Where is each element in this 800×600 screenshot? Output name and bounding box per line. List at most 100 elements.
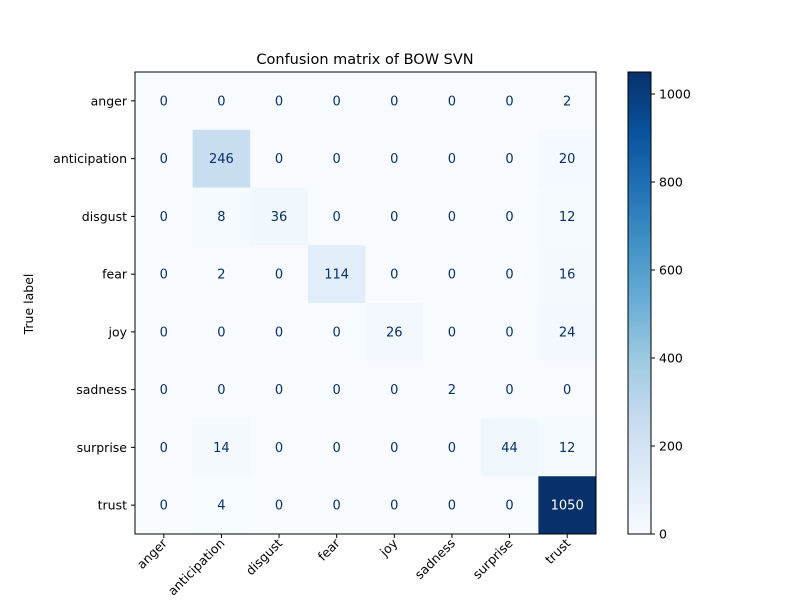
heatmap-cell: [365, 72, 424, 131]
cell-value-label: 12: [559, 210, 576, 225]
cell-value-label: 16: [559, 268, 576, 283]
colorbar: [627, 71, 652, 535]
cell-value-label: 0: [390, 152, 398, 167]
heatmap-cell: [538, 360, 597, 419]
cell-value-label: 0: [505, 499, 513, 514]
heatmap-cell: [307, 418, 366, 477]
cell-value-label: 0: [217, 325, 225, 340]
heatmap-cell: [423, 303, 482, 362]
heatmap-cell: [250, 129, 309, 188]
cell-value-label: 0: [505, 152, 513, 167]
heatmap-cell: [135, 360, 194, 419]
heatmap-cell: [423, 476, 482, 535]
heatmap-cell: [307, 129, 366, 188]
heatmap-cell: [250, 476, 309, 535]
cell-value-label: 0: [505, 94, 513, 109]
heatmap-cell: [480, 245, 539, 304]
heatmap-cell: [480, 476, 539, 535]
cell-value-labels: 0 0 0 0 0 0 0 20 246 0 0 0 0 0 200 8 36 0 0 0 0 120 2 0 114 0 0 0 16…: [160, 94, 584, 513]
cell-value-label: 0: [275, 94, 283, 109]
y-tick-label: anger: [91, 93, 128, 108]
heatmap-cell: [365, 245, 424, 304]
cell-value-label: 0: [333, 94, 341, 109]
heatmap-cell: [423, 187, 482, 246]
heatmap-cell: [538, 476, 597, 535]
heatmap-cells: [135, 72, 597, 535]
cell-value-label: 0: [275, 499, 283, 514]
cell-value-label: 26: [386, 325, 403, 340]
heatmap-cell: [480, 418, 539, 477]
cell-value-label: 0: [505, 268, 513, 283]
colorbar-tick-label: 800: [659, 175, 683, 190]
cell-value-label: 0: [448, 268, 456, 283]
heatmap-cell: [423, 360, 482, 419]
heatmap-cell: [250, 303, 309, 362]
cell-value-label: 114: [324, 268, 349, 283]
heatmap-cell: [307, 187, 366, 246]
y-axis-label: True label: [21, 274, 36, 336]
cell-value-label: 2: [217, 268, 225, 283]
cell-value-label: 0: [448, 325, 456, 340]
colorbar-tick-label: 0: [659, 527, 667, 542]
cell-value-label: 0: [160, 441, 168, 456]
y-tick-label: anticipation: [53, 151, 127, 166]
cell-value-label: 8: [217, 210, 225, 225]
heatmap-cell: [480, 187, 539, 246]
x-tick-label: joy: [376, 535, 401, 560]
cell-value-label: 0: [333, 152, 341, 167]
heatmap-cell: [135, 72, 194, 131]
cell-value-label: 0: [390, 94, 398, 109]
heatmap-cell: [538, 303, 597, 362]
cell-value-label: 0: [333, 383, 341, 398]
heatmap-cell: [307, 303, 366, 362]
heatmap-cell: [538, 187, 597, 246]
cell-value-label: 12: [559, 441, 576, 456]
cell-value-label: 0: [505, 325, 513, 340]
y-tick-label: sadness: [76, 382, 127, 397]
heatmap-cell: [307, 476, 366, 535]
cell-value-label: 0: [160, 499, 168, 514]
colorbar-tick-label: 400: [659, 351, 683, 366]
heatmap-cell: [307, 360, 366, 419]
heatmap-cell: [365, 187, 424, 246]
cell-value-label: 4: [217, 499, 225, 514]
cell-value-label: 0: [390, 499, 398, 514]
cell-value-label: 1050: [551, 499, 584, 514]
cell-value-label: 24: [559, 325, 576, 340]
cell-value-label: 2: [448, 383, 456, 398]
heatmap-cell: [192, 72, 251, 131]
heatmap-cell: [480, 360, 539, 419]
heatmap-cell: [250, 360, 309, 419]
heatmap-cell: [365, 360, 424, 419]
heatmap-cell: [480, 72, 539, 131]
x-tick-label: fear: [315, 535, 344, 564]
cell-value-label: 0: [217, 383, 225, 398]
cell-value-label: 0: [275, 325, 283, 340]
heatmap-cell: [307, 245, 366, 304]
cell-value-label: 246: [209, 152, 234, 167]
heatmap-cell: [192, 245, 251, 304]
colorbar-tick-label: 600: [659, 263, 683, 278]
cell-value-label: 0: [275, 152, 283, 167]
heatmap-cell: [480, 129, 539, 188]
cell-value-label: 0: [160, 152, 168, 167]
cell-value-label: 0: [390, 268, 398, 283]
cell-value-label: 2: [563, 94, 571, 109]
cell-value-label: 0: [448, 152, 456, 167]
heatmap-cell: [538, 418, 597, 477]
y-tick-label: disgust: [82, 209, 127, 224]
cell-value-label: 0: [563, 383, 571, 398]
cell-value-label: 44: [501, 441, 518, 456]
x-tick-label: surprise: [469, 535, 515, 581]
cell-value-label: 0: [275, 441, 283, 456]
heatmap-cell: [365, 418, 424, 477]
y-tick-label: joy: [107, 324, 127, 339]
heatmap-cell: [423, 245, 482, 304]
heatmap-cell: [365, 476, 424, 535]
heatmap-cell: [192, 418, 251, 477]
y-axis-ticks: anger anticipation disgust fear joy sadness su…: [53, 93, 135, 513]
heatmap-cell: [423, 129, 482, 188]
heatmap-cell: [250, 72, 309, 131]
heatmap-cell: [250, 418, 309, 477]
